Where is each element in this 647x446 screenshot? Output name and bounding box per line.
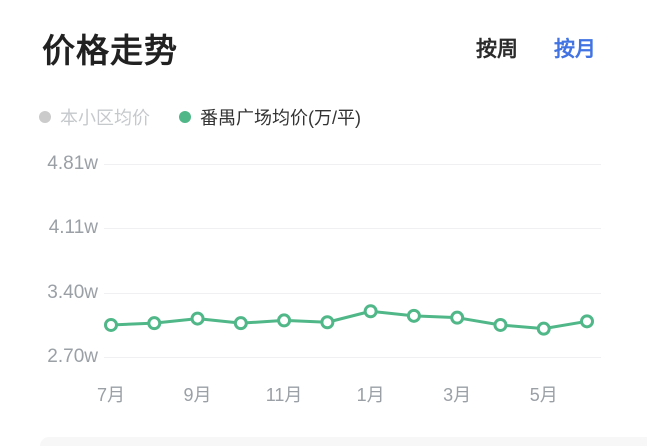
data-point-marker[interactable]: [363, 304, 378, 319]
price-line: [109, 309, 589, 331]
data-point-marker[interactable]: [580, 314, 594, 329]
data-point-marker[interactable]: [147, 316, 162, 331]
legend-item-label: 本小区均价: [60, 108, 150, 128]
view-toggle: 按周 按月: [476, 33, 596, 63]
data-point-marker[interactable]: [406, 308, 421, 323]
data-point-marker[interactable]: [104, 317, 118, 332]
x-axis-tick-label: 7月: [96, 385, 125, 405]
gridline: [104, 228, 601, 230]
gridline: [104, 357, 601, 358]
next-section-top: [40, 437, 647, 446]
x-axis-tick-label: 3月: [443, 385, 472, 405]
data-point-marker[interactable]: [536, 321, 551, 336]
gridline: [104, 292, 601, 294]
data-point-marker[interactable]: [493, 317, 508, 332]
y-axis-tick-label: 4.81w: [47, 153, 98, 174]
toggle-by-month[interactable]: 按月: [554, 38, 596, 61]
legend-dot-icon: [179, 111, 191, 123]
page-title: 价格走势: [42, 32, 178, 69]
x-axis-tick-label: 1月: [356, 385, 385, 405]
data-point-marker[interactable]: [320, 315, 335, 330]
y-axis-tick-label: 2.70w: [47, 346, 98, 367]
data-point-marker[interactable]: [190, 311, 205, 326]
y-axis-tick-label: 3.40w: [47, 281, 98, 303]
x-axis-tick-label: 11月: [265, 385, 303, 405]
legend-item-community-avg[interactable]: 本小区均价: [39, 104, 150, 130]
data-point-marker[interactable]: [233, 316, 248, 331]
gridline: [104, 164, 601, 165]
toggle-by-week[interactable]: 按周: [476, 38, 518, 61]
x-axis-tick-label: 9月: [183, 385, 212, 405]
legend-dot-icon: [39, 111, 51, 123]
chart-legend: 本小区均价 番禺广场均价(万/平): [39, 104, 361, 130]
data-point-marker[interactable]: [450, 310, 465, 325]
y-axis-tick-label: 4.11w: [48, 217, 98, 239]
legend-item-panyu-square-avg[interactable]: 番禺广场均价(万/平): [179, 104, 361, 130]
x-axis-tick-label: 5月: [529, 385, 558, 405]
data-point-marker[interactable]: [277, 313, 292, 328]
legend-item-label: 番禺广场均价(万/平): [200, 108, 361, 128]
